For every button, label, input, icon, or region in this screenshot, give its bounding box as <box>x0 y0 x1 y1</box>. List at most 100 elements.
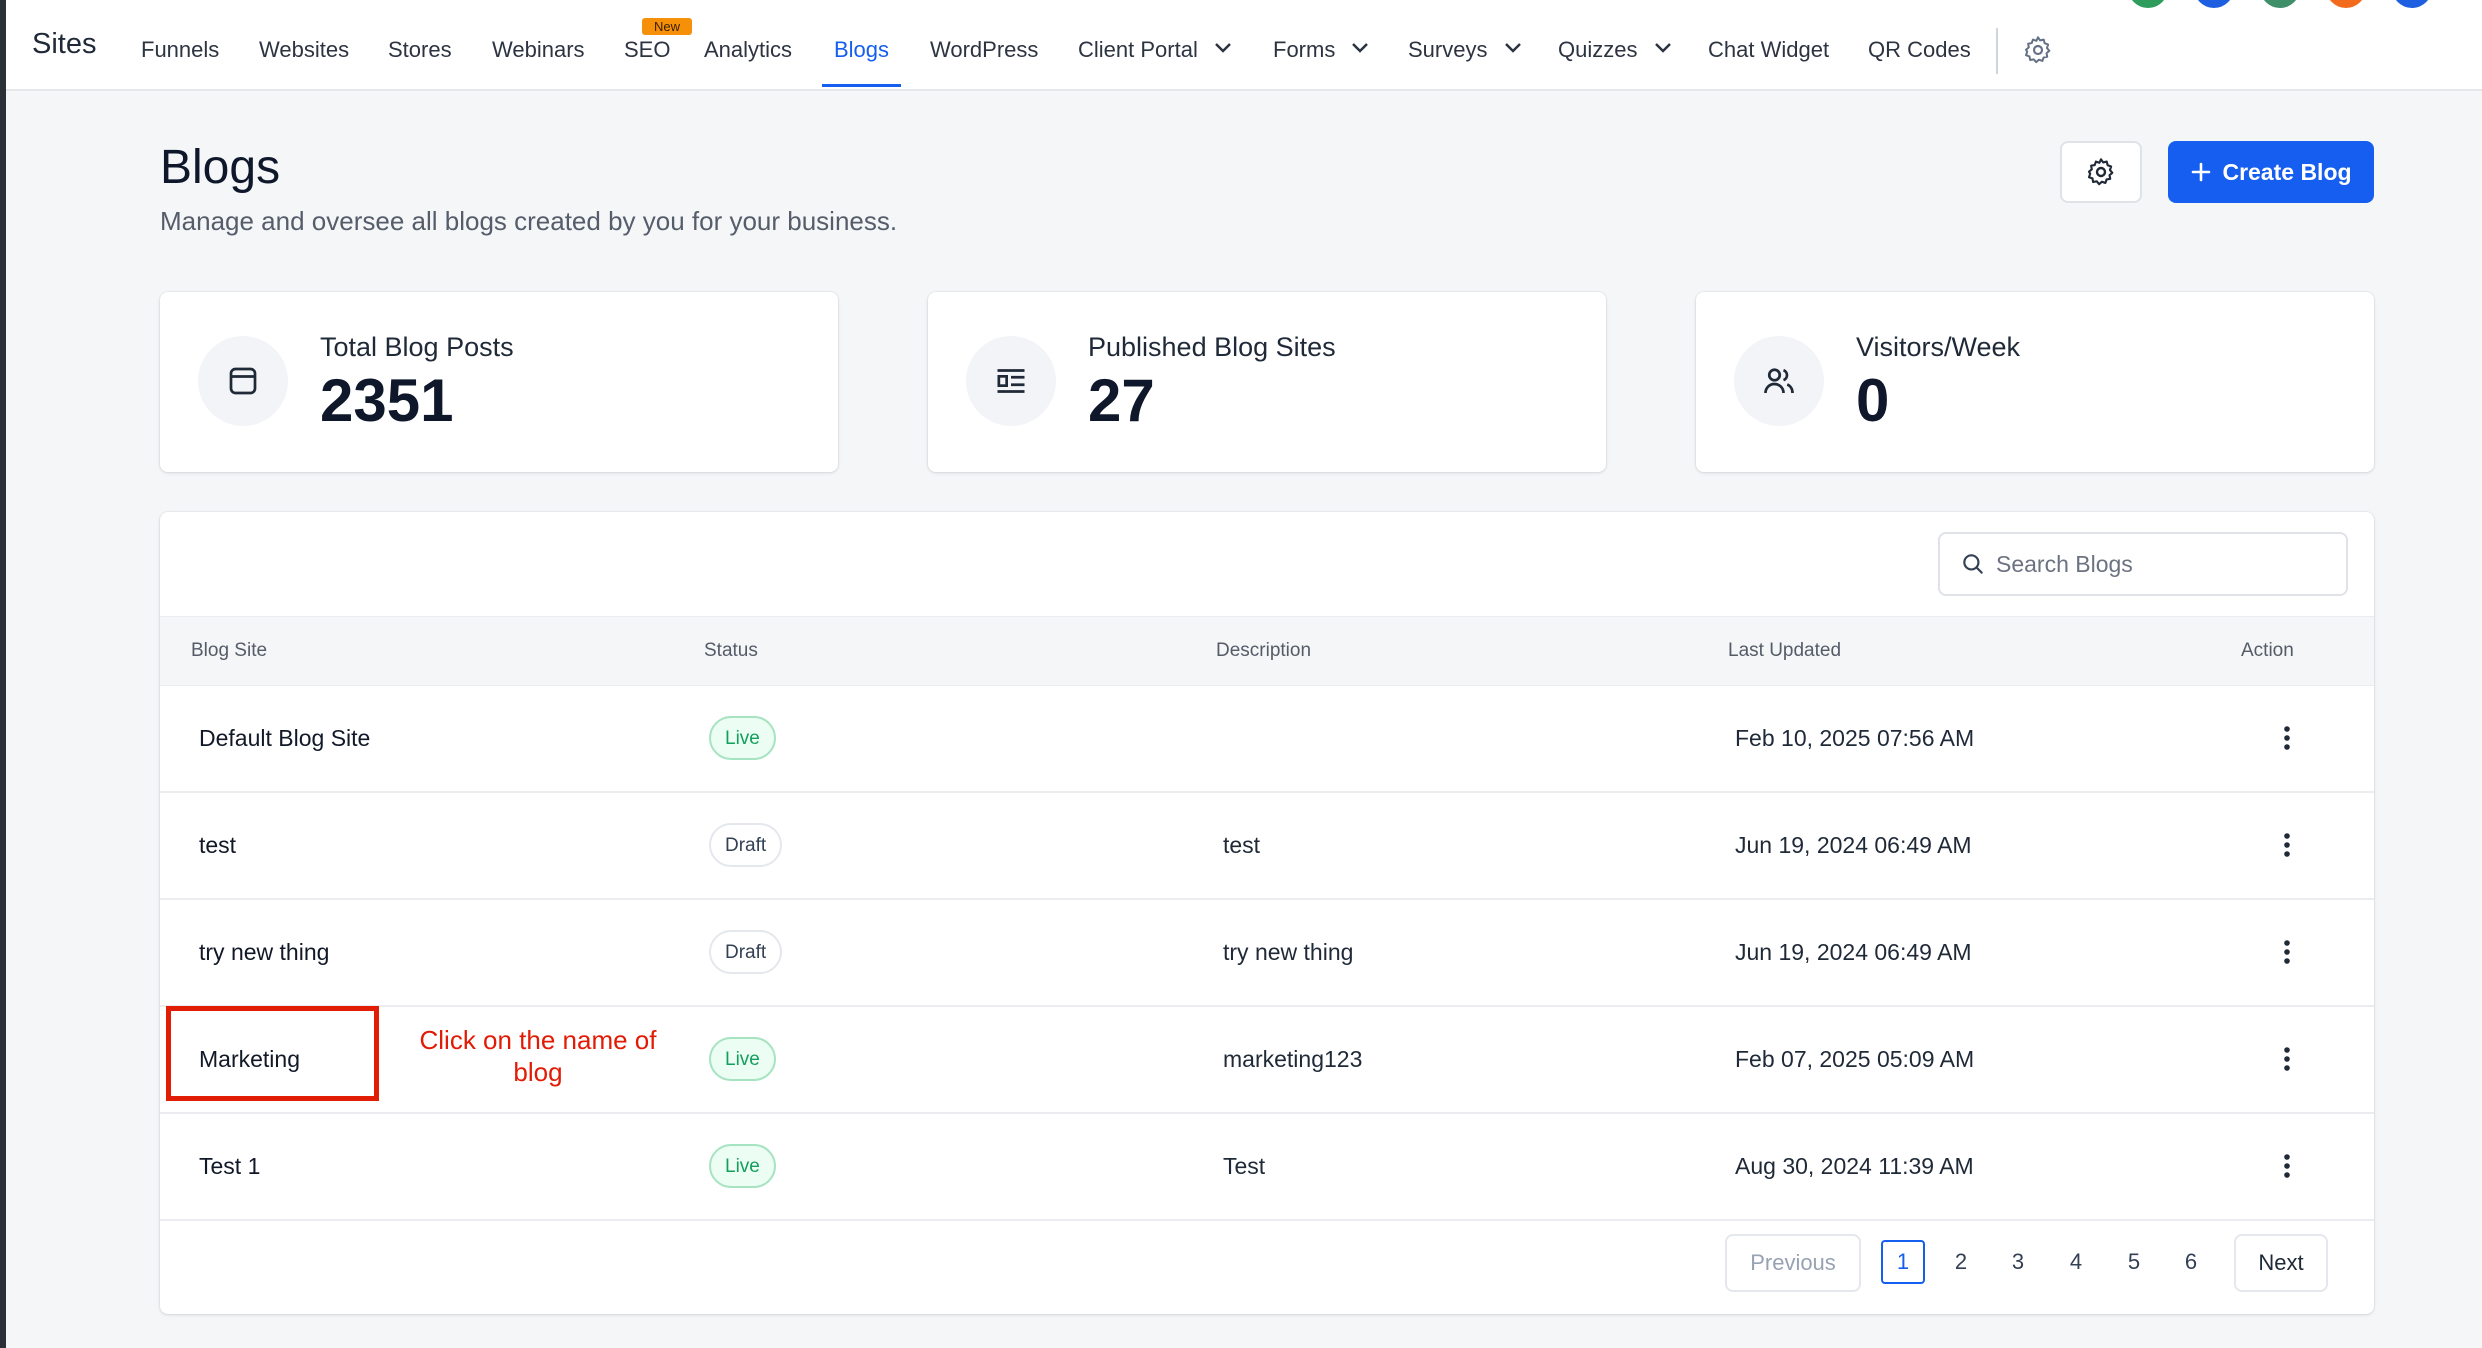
nav-stores[interactable]: Stores <box>388 37 452 62</box>
pagination-previous-button[interactable]: Previous <box>1725 1234 1861 1292</box>
nav-qr-codes[interactable]: QR Codes <box>1868 37 1971 62</box>
blog-site-name[interactable]: Marketing <box>199 1046 300 1072</box>
users-icon <box>1764 368 1794 394</box>
annotation-highlight-box <box>166 1006 379 1101</box>
more-actions-icon[interactable] <box>2269 1041 2305 1077</box>
last-updated: Aug 30, 2024 11:39 AM <box>1735 1153 1974 1179</box>
status-badge: Draft <box>709 930 783 974</box>
nav-divider <box>1996 28 1998 74</box>
column-header-description: Description <box>1216 640 1312 661</box>
search-icon <box>1963 554 1983 574</box>
nav-blogs[interactable]: Blogs <box>821 0 902 89</box>
article-layout-icon <box>997 369 1025 393</box>
more-actions-icon[interactable] <box>2269 827 2305 863</box>
app-dot-icon[interactable] <box>2128 0 2168 8</box>
nav-funnels[interactable]: Funnels <box>141 37 220 62</box>
table-row: test Draft test Jun 19, 2024 06:49 AM <box>160 792 2374 900</box>
blog-site-name[interactable]: Default Blog Site <box>199 725 371 751</box>
app-dot-icon[interactable] <box>2260 0 2300 8</box>
nav-label: Forms <box>1273 37 1336 62</box>
last-updated: Jun 19, 2024 06:49 AM <box>1735 939 1972 965</box>
chevron-down-icon <box>1352 43 1369 53</box>
blog-description: Test <box>1223 1153 1266 1179</box>
table-header: Blog Site Status Description Last Update… <box>160 616 2374 686</box>
stat-icon-circle <box>966 336 1056 426</box>
blogs-table-panel: Blog Site Status Description Last Update… <box>160 512 2374 1314</box>
status-badge: Live <box>709 1144 776 1188</box>
nav-chat-widget[interactable]: Chat Widget <box>1708 37 1830 62</box>
nav-forms[interactable]: Forms <box>1273 0 1369 89</box>
browser-window-icon <box>229 367 257 395</box>
column-header-blog-site: Blog Site <box>191 640 268 661</box>
window-edge <box>0 0 6 1348</box>
stat-label: Total Blog Posts <box>320 332 514 362</box>
stat-icon-circle <box>1734 336 1824 426</box>
blog-description: marketing123 <box>1223 1046 1363 1072</box>
nav-webinars[interactable]: Webinars <box>492 37 585 62</box>
pagination-page[interactable]: 3 <box>2011 1249 2025 1274</box>
blog-site-name[interactable]: try new thing <box>199 939 330 965</box>
more-actions-icon[interactable] <box>2269 720 2305 756</box>
blog-site-name[interactable]: test <box>199 832 237 858</box>
app-dot-icon[interactable] <box>2326 0 2366 8</box>
page-subtitle: Manage and oversee all blogs created by … <box>160 206 898 236</box>
column-header-action: Action <box>2241 640 2294 661</box>
last-updated: Jun 19, 2024 06:49 AM <box>1735 832 1972 858</box>
pagination-next-button[interactable]: Next <box>2234 1234 2328 1292</box>
table-row: Marketing Live marketing123 Feb 07, 2025… <box>160 1006 2374 1114</box>
stat-card-total-posts: Total Blog Posts 2351 <box>160 292 838 472</box>
blog-description: test <box>1223 832 1261 858</box>
new-badge: New <box>642 18 692 35</box>
create-blog-button[interactable]: Create Blog <box>2168 141 2374 203</box>
more-actions-icon[interactable] <box>2269 934 2305 970</box>
nav-client-portal[interactable]: Client Portal <box>1078 0 1232 89</box>
nav-analytics[interactable]: Analytics <box>704 37 793 62</box>
pagination-page[interactable]: 4 <box>2069 1249 2083 1274</box>
column-header-last-updated: Last Updated <box>1728 640 1842 661</box>
plus-icon <box>2192 162 2211 182</box>
chevron-down-icon <box>1504 43 1521 53</box>
nav-seo[interactable]: SEO <box>624 37 671 62</box>
stat-icon-circle <box>198 336 288 426</box>
stat-value: 0 <box>1856 367 1890 434</box>
app-dot-icon[interactable] <box>2392 0 2432 8</box>
column-header-status: Status <box>704 640 758 661</box>
pagination-page[interactable]: 1 <box>1881 1240 1925 1284</box>
stat-label: Visitors/Week <box>1856 332 2021 362</box>
nav-wordpress[interactable]: WordPress <box>930 37 1039 62</box>
brand-title: Sites <box>32 28 97 60</box>
app-dot-icon[interactable] <box>2194 0 2234 8</box>
table-row: Default Blog Site Live Feb 10, 2025 07:5… <box>160 685 2374 793</box>
blog-site-name[interactable]: Test 1 <box>199 1153 261 1179</box>
top-navigation: Sites Funnels Websites Stores Webinars N… <box>6 0 2482 91</box>
table-row: try new thing Draft try new thing Jun 19… <box>160 899 2374 1007</box>
last-updated: Feb 10, 2025 07:56 AM <box>1735 725 1975 751</box>
pagination-page[interactable]: 6 <box>2184 1249 2198 1274</box>
create-blog-label: Create Blog <box>2222 158 2352 185</box>
nav-label: Surveys <box>1408 37 1488 62</box>
pagination-page[interactable]: 2 <box>1954 1249 1968 1274</box>
search-box[interactable] <box>1938 532 2348 596</box>
nav-websites[interactable]: Websites <box>259 37 350 62</box>
pagination-page[interactable]: 5 <box>2127 1249 2141 1274</box>
blog-description: try new thing <box>1223 939 1354 965</box>
chevron-down-icon <box>1215 43 1231 53</box>
more-actions-icon[interactable] <box>2269 1148 2305 1184</box>
stat-card-published-sites: Published Blog Sites 27 <box>928 292 1606 472</box>
status-badge: Live <box>709 716 776 760</box>
chevron-down-icon <box>1654 43 1671 53</box>
gear-icon[interactable] <box>2022 34 2054 66</box>
status-badge: Draft <box>709 823 783 867</box>
status-badge: Live <box>709 1037 776 1081</box>
blog-settings-button[interactable] <box>2060 141 2142 203</box>
search-input[interactable] <box>1994 549 2338 579</box>
nav-label: Quizzes <box>1558 37 1638 62</box>
nav-surveys[interactable]: Surveys <box>1408 0 1522 89</box>
table-row: Test 1 Live Test Aug 30, 2024 11:39 AM <box>160 1113 2374 1221</box>
gear-icon <box>2087 158 2114 186</box>
stat-value: 2351 <box>320 367 454 434</box>
annotation-text: Click on the name of blog <box>419 1025 657 1087</box>
page-title: Blogs <box>160 141 281 194</box>
nav-label: Client Portal <box>1078 37 1198 62</box>
nav-quizzes[interactable]: Quizzes <box>1558 0 1672 89</box>
